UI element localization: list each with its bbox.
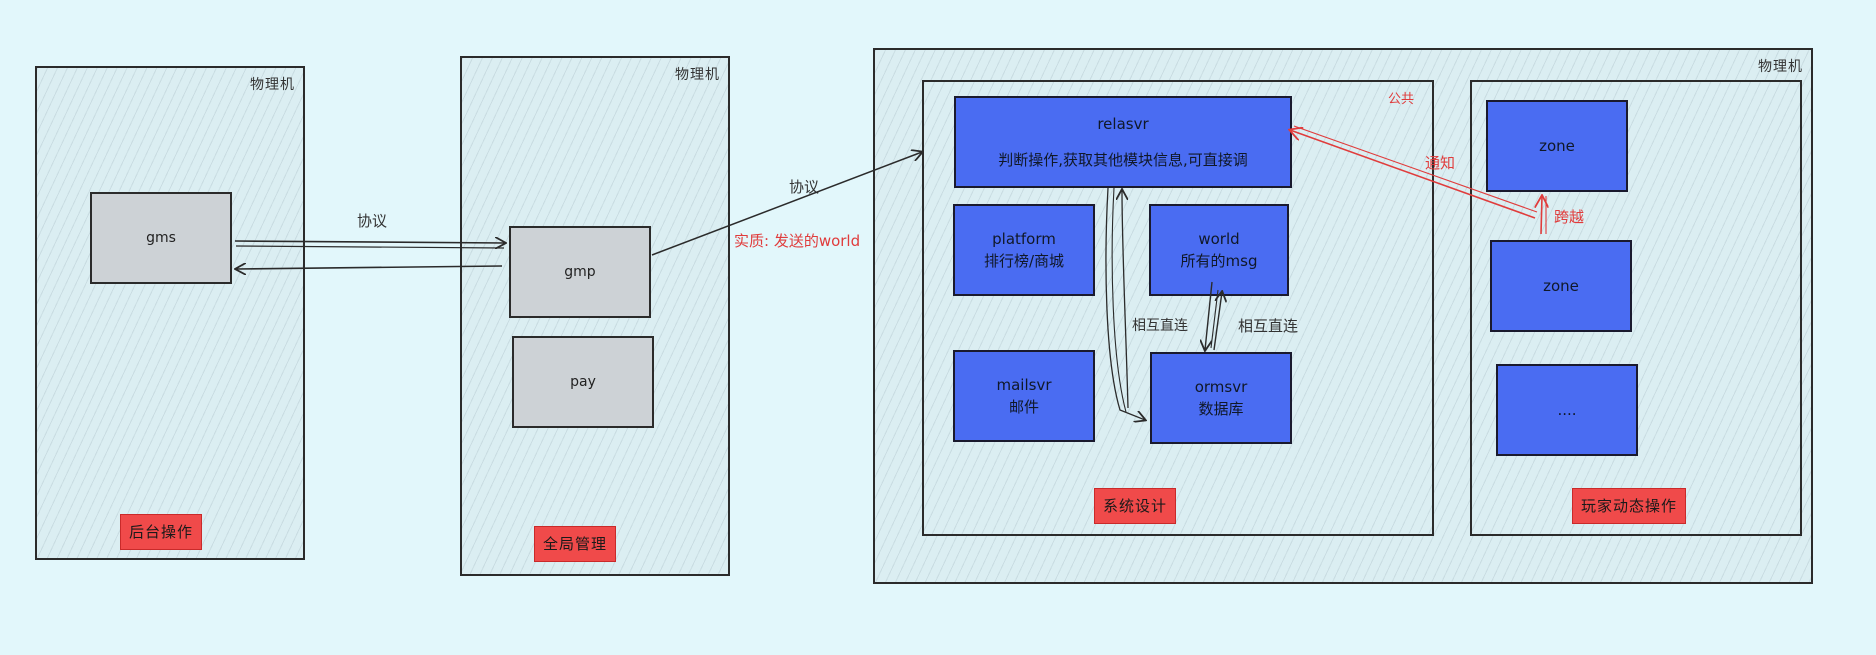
player-zone-group: zone zone .... 跨越 玩家动态操作 [1470, 80, 1802, 536]
zone-label-1: zone [1539, 137, 1575, 155]
zone-label-2: zone [1543, 277, 1579, 295]
world-desc: 所有的msg [1180, 252, 1258, 270]
physical-machine-1: 物理机 gms 后台操作 [35, 66, 305, 560]
backend-ops-tag: 后台操作 [120, 514, 203, 550]
gms-to-gmp-arrow [234, 241, 505, 248]
zone-cross-arrow [1541, 196, 1546, 235]
protocol-label-1: 协议 [357, 212, 388, 230]
pay-label: pay [570, 374, 596, 390]
relasvr-ormsvr-arrows [1105, 187, 1145, 420]
cross-label: 跨越 [1554, 208, 1585, 226]
zone-notify-relasvr-arrow [1290, 125, 1538, 219]
platform-desc: 排行榜/商城 [983, 252, 1065, 270]
ormsvr-desc: 数据库 [1198, 400, 1244, 418]
zone-box-more[interactable]: .... [1496, 364, 1638, 456]
gmp-to-gms-arrow [236, 266, 503, 269]
notify-label: 通知 [1425, 154, 1456, 172]
public-label: 公共 [1387, 92, 1414, 107]
zone-box-1[interactable]: zone [1486, 100, 1628, 192]
player-ops-tag: 玩家动态操作 [1572, 488, 1687, 524]
mailsvr-desc: 邮件 [1008, 398, 1039, 416]
gmp-label: gmp [564, 264, 596, 280]
world-title: world [1198, 230, 1240, 248]
system-design-tag: 系统设计 [1094, 488, 1177, 524]
relasvr-title: relasvr [1097, 115, 1149, 133]
direct-connect-label-left: 相互直连 [1132, 318, 1188, 334]
platform-title: platform [992, 230, 1056, 248]
world-ormsvr-arrows [1205, 281, 1222, 350]
ormsvr-title: ormsvr [1194, 378, 1248, 396]
physical-machine-3: 物理机 公共 relasvr 判断操作,获取其他模块信息,可直接调 platfo… [873, 48, 1813, 584]
ormsvr-box[interactable]: ormsvr 数据库 [1150, 352, 1292, 444]
physical-machine-2: 物理机 gmp pay 全局管理 [460, 56, 730, 576]
platform-box[interactable]: platform 排行榜/商城 [953, 204, 1095, 296]
zone-box-2[interactable]: zone [1490, 240, 1632, 332]
machine-label: 物理机 [1758, 59, 1803, 75]
relasvr-box[interactable]: relasvr 判断操作,获取其他模块信息,可直接调 [954, 96, 1292, 188]
gms-box[interactable]: gms [90, 192, 232, 284]
machine-label: 物理机 [250, 77, 295, 93]
pay-box[interactable]: pay [512, 336, 654, 428]
direct-connect-label-right: 相互直连 [1238, 317, 1299, 335]
gms-label: gms [146, 230, 176, 246]
machine-label: 物理机 [675, 67, 720, 83]
gmp-to-relasvr-arrow [651, 152, 922, 256]
mailsvr-box[interactable]: mailsvr 邮件 [953, 350, 1095, 442]
system-design-group: 公共 relasvr 判断操作,获取其他模块信息,可直接调 platform 排… [922, 80, 1434, 536]
protocol-label-2: 协议 [789, 178, 820, 196]
gmp-box[interactable]: gmp [509, 226, 651, 318]
zone-label-more: .... [1557, 401, 1577, 419]
relasvr-desc: 判断操作,获取其他模块信息,可直接调 [998, 151, 1248, 169]
global-manage-tag: 全局管理 [534, 526, 617, 562]
mailsvr-title: mailsvr [996, 376, 1052, 394]
world-box[interactable]: world 所有的msg [1149, 204, 1289, 296]
essence-label: 实质: 发送的world [734, 232, 861, 250]
